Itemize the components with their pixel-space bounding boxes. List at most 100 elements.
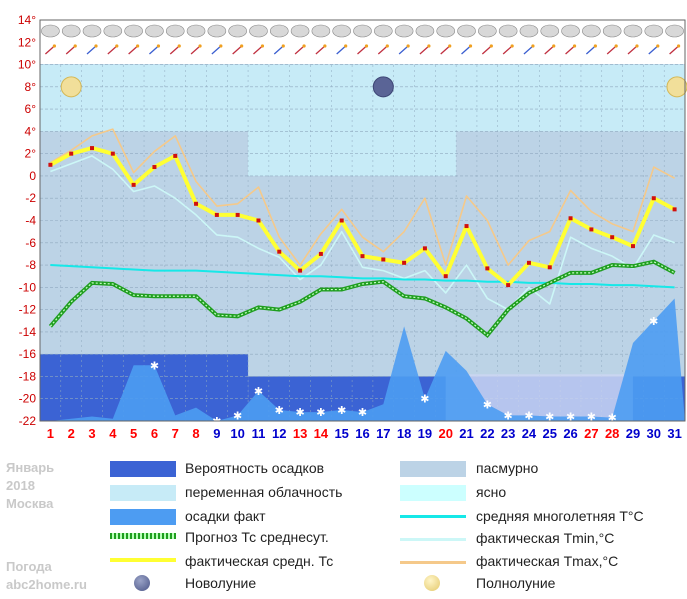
x-tick-label: 4 [109,426,117,441]
x-tick-label: 10 [230,426,244,441]
wind-arrow-icon [273,45,284,55]
series-point-tavg [360,254,365,259]
wind-arrow-icon [419,45,430,55]
series-point-tavg [69,151,74,156]
grid-lines [39,19,685,422]
cloud-icon [644,24,664,38]
cloud-icon [353,24,372,38]
wind-arrow-icon [502,45,513,55]
snow-icon: ✱ [316,406,325,419]
cloud-icon [41,24,60,38]
series-line-3 [50,264,675,289]
snow-icon: ✱ [649,315,658,328]
precip-fact-area [40,298,685,421]
x-axis-ticks: 1 2 3 4 5 6 7 8 9 10 11 12 13 14 15 16 17 18 19 20 21 22 23 24 2… [47,426,682,441]
wind-arrow-head-icon [281,44,285,48]
snow-icon: ✱ [233,409,242,422]
wind-arrow-icon [336,45,347,55]
wind-arrow-icon [107,45,118,55]
x-tick-label: 16 [355,426,369,441]
x-tick-label: 6 [151,426,158,441]
y-tick-label: 0 [29,169,36,183]
series-point-tavg [485,266,490,271]
y-tick-label: 2° [25,147,37,161]
series-point-tavg [318,251,323,256]
x-tick-label: 27 [584,426,598,441]
series-point-tavg [402,260,407,265]
cloud-icon [498,24,518,38]
cloud-icon [561,24,580,38]
wind-arrow-head-icon [115,44,119,48]
y-tick-label: -18 [19,369,37,383]
x-tick-label: 8 [192,426,199,441]
series-point-tavg [464,224,469,229]
x-tick-label: 17 [376,426,390,441]
wind-arrow-head-icon [94,44,98,48]
y-tick-label: 6° [25,102,37,116]
wind-arrow-head-icon [136,44,140,48]
snow-icon: ✱ [483,398,492,411]
x-tick-label: 30 [647,426,661,441]
x-tick-label: 7 [172,426,179,441]
series-point-tavg [298,268,303,273]
wind-arrow-head-icon [302,44,306,48]
y-axis-ticks: 14° 12° 10° 8° 6° 4° 2° 0 -2 -4 -6 -8 -10 -12 -14 -16 -1… [18,13,36,428]
snow-icon: ✱ [504,409,513,422]
wind-arrow-icon [627,45,638,55]
y-tick-label: -12 [19,303,37,317]
wind-arrow-icon [440,45,451,55]
cloud-icon [457,24,476,38]
cloud-icon [582,24,601,38]
x-tick-label: 23 [501,426,515,441]
cloud-icon [623,24,643,38]
x-tick-label: 13 [293,426,307,441]
series-point-tavg [506,283,511,288]
x-tick-label: 22 [480,426,494,441]
cloud-icon [290,24,310,38]
full-moon-icon [666,76,687,98]
x-tick-label: 2 [68,426,75,441]
snow-icon: ✱ [587,411,596,424]
series-line-2 [50,155,675,311]
series-point-tavg [194,201,199,206]
x-tick-label: 19 [418,426,432,441]
series-point-tavg [651,196,656,201]
x-tick-label: 31 [667,426,681,441]
wind-arrow-icon [190,45,201,55]
cloud-icon [186,24,206,38]
x-tick-label: 24 [522,426,537,441]
wind-arrow-head-icon [593,44,597,48]
x-tick-label: 15 [334,426,348,441]
cloud-icon [228,24,247,38]
snow-icon: ✱ [566,411,575,424]
cloud-icon [519,24,539,38]
y-tick-label: 14° [18,13,36,27]
series-point-tavg [610,235,615,240]
wind-arrow-icon [149,45,159,55]
full-moon-icon [60,76,82,98]
wind-arrow-icon [232,45,243,55]
cloud-icon [332,24,351,38]
wind-arrow-head-icon [614,44,618,48]
wind-arrow-head-icon [198,44,202,48]
cloud-icon [145,24,164,38]
wind-arrow-head-icon [406,44,410,48]
wind-arrow-icon [86,45,97,55]
x-tick-label: 14 [314,426,329,441]
snow-icon: ✱ [524,409,533,422]
new-moon-icon [372,76,394,98]
snow-icon: ✱ [608,412,617,425]
snow-icon: ✱ [275,404,284,417]
series-point-tavg [547,265,552,270]
wind-arrow-head-icon [219,44,223,48]
y-tick-label: -16 [19,347,37,361]
series-point-tavg [526,260,531,265]
x-tick-label: 9 [213,426,220,441]
cloud-icon [269,24,289,38]
wind-arrow-head-icon [552,44,556,48]
x-tick-label: 26 [563,426,577,441]
cloud-icon [165,24,185,38]
series-point-tavg [256,218,261,223]
wind-arrow-head-icon [52,44,57,48]
